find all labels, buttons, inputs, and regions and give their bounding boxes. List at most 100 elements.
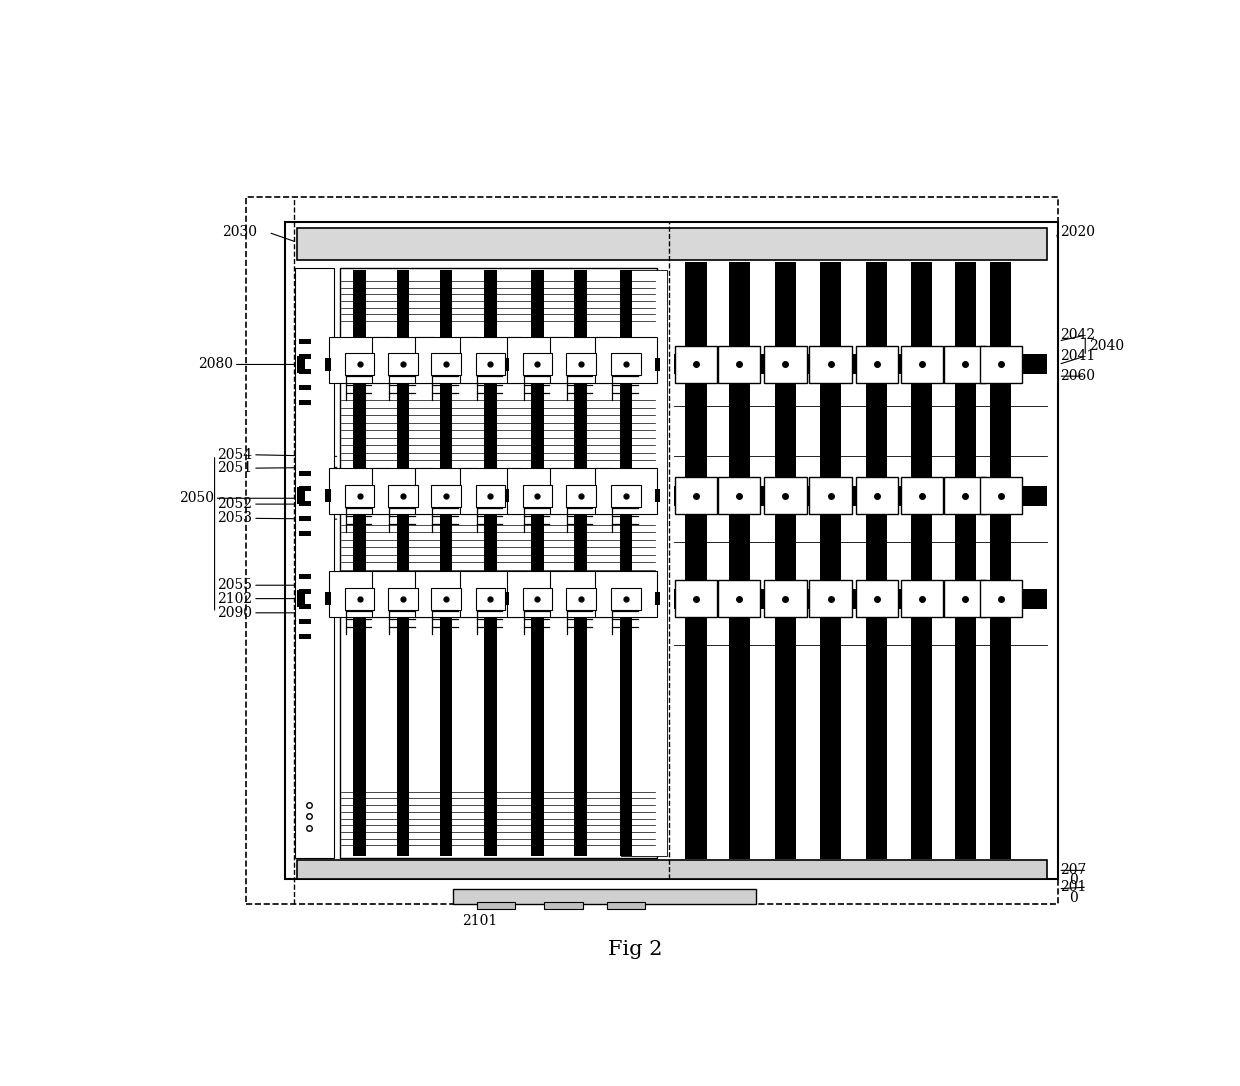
- Bar: [340, 268, 657, 858]
- Bar: [341, 487, 655, 505]
- Bar: [397, 270, 409, 856]
- Bar: [531, 270, 543, 856]
- Bar: [484, 270, 497, 856]
- Bar: [460, 337, 521, 383]
- Bar: [298, 488, 305, 504]
- Text: 2041: 2041: [1060, 349, 1095, 363]
- Bar: [718, 580, 760, 617]
- Bar: [341, 355, 655, 374]
- Text: Fig 2: Fig 2: [609, 940, 662, 959]
- Bar: [299, 589, 311, 594]
- Bar: [620, 270, 632, 856]
- Bar: [432, 592, 438, 605]
- Bar: [944, 478, 986, 514]
- Bar: [503, 357, 508, 371]
- Bar: [591, 489, 596, 503]
- Bar: [397, 270, 409, 856]
- Bar: [520, 592, 525, 605]
- Bar: [675, 589, 1047, 608]
- Bar: [764, 580, 806, 617]
- Text: 2051: 2051: [217, 462, 253, 476]
- Bar: [675, 346, 717, 383]
- Bar: [432, 357, 438, 371]
- Bar: [299, 531, 311, 535]
- Text: 2052: 2052: [217, 497, 253, 512]
- Bar: [655, 489, 661, 503]
- Bar: [341, 355, 655, 374]
- Bar: [856, 478, 898, 514]
- Bar: [345, 353, 374, 376]
- Bar: [415, 468, 477, 514]
- Bar: [546, 489, 552, 503]
- Bar: [980, 580, 1022, 617]
- Bar: [341, 487, 655, 505]
- Bar: [456, 489, 461, 503]
- Bar: [329, 571, 391, 617]
- Bar: [900, 478, 942, 514]
- Bar: [955, 262, 976, 859]
- Bar: [299, 485, 311, 491]
- Bar: [503, 592, 508, 605]
- Bar: [298, 591, 305, 607]
- Bar: [475, 592, 481, 605]
- Bar: [574, 270, 587, 856]
- Bar: [368, 592, 374, 605]
- Bar: [372, 571, 434, 617]
- Bar: [412, 357, 418, 371]
- Bar: [610, 357, 615, 371]
- Bar: [520, 357, 525, 371]
- Bar: [503, 489, 508, 503]
- Bar: [341, 487, 655, 505]
- Bar: [718, 478, 760, 514]
- Bar: [299, 340, 311, 344]
- Bar: [432, 484, 461, 507]
- Bar: [456, 357, 461, 371]
- Bar: [507, 468, 568, 514]
- Bar: [432, 588, 461, 609]
- Bar: [341, 590, 655, 608]
- Bar: [595, 468, 657, 514]
- Bar: [388, 489, 394, 503]
- Bar: [565, 588, 595, 609]
- Bar: [345, 588, 374, 609]
- Bar: [325, 357, 331, 371]
- Text: 2020: 2020: [1060, 225, 1095, 239]
- Bar: [476, 588, 505, 609]
- Bar: [299, 501, 311, 506]
- Bar: [341, 590, 655, 608]
- Bar: [775, 262, 796, 859]
- Bar: [900, 580, 942, 617]
- Bar: [507, 337, 568, 383]
- Bar: [298, 356, 305, 372]
- Bar: [551, 468, 611, 514]
- Bar: [611, 588, 641, 609]
- Bar: [477, 902, 516, 909]
- Bar: [610, 592, 615, 605]
- Bar: [551, 337, 611, 383]
- Text: 2050: 2050: [179, 491, 215, 505]
- Bar: [574, 270, 587, 856]
- Bar: [810, 580, 852, 617]
- Bar: [341, 590, 655, 608]
- Bar: [675, 580, 717, 617]
- Bar: [415, 337, 477, 383]
- Bar: [299, 573, 311, 579]
- Bar: [546, 592, 552, 605]
- Bar: [341, 355, 655, 374]
- Bar: [476, 484, 505, 507]
- Text: 2054: 2054: [217, 447, 253, 462]
- Bar: [620, 270, 632, 856]
- Bar: [595, 571, 657, 617]
- Bar: [299, 384, 311, 390]
- Text: 2060: 2060: [1060, 369, 1095, 383]
- Bar: [980, 346, 1022, 383]
- Text: 2042: 2042: [1060, 328, 1095, 342]
- Bar: [329, 337, 391, 383]
- Bar: [567, 489, 572, 503]
- Bar: [440, 270, 453, 856]
- Bar: [299, 604, 311, 608]
- Bar: [299, 634, 311, 639]
- Bar: [655, 357, 661, 371]
- Text: 2101: 2101: [463, 913, 497, 927]
- Bar: [299, 619, 311, 623]
